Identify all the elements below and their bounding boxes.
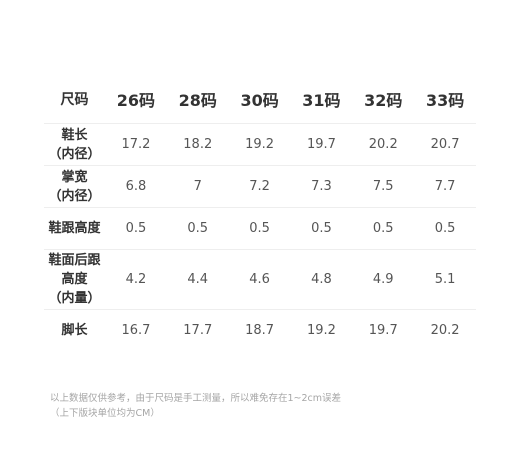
table-cell: 20.2 [352, 123, 415, 166]
table-cell: 17.2 [105, 123, 167, 166]
row-label-line: 掌宽 [61, 169, 88, 185]
row-label-line: （内径） [48, 146, 101, 162]
table-cell: 19.2 [228, 123, 291, 166]
table-cell: 0.5 [352, 207, 415, 250]
table-cell: 20.2 [430, 323, 460, 338]
table-cell: 7 [166, 165, 229, 208]
row-label-line: 鞋面后跟 [48, 253, 101, 268]
table-cell: 6.8 [105, 165, 167, 208]
table-cell: 0.5 [290, 207, 353, 250]
table-row-foot-length: 脚长 16.7 17.7 18.7 19.2 19.7 20.2 [44, 310, 476, 352]
table-cell: 0.5 [105, 207, 167, 250]
header-size-30: 30码 [228, 74, 291, 124]
table-cell: 4.9 [352, 249, 415, 310]
table-cell: 19.7 [290, 123, 353, 166]
table-cell: 4.4 [166, 249, 229, 310]
row-label-line: （内径） [48, 188, 101, 204]
row-label-line: 鞋长 [61, 127, 88, 143]
table-cell: 18.7 [245, 323, 275, 338]
footnote-unit-note: （上下版块单位均为CM） [50, 408, 160, 419]
table-row-palm-width: 掌宽 （内径） 6.8 7 7.2 7.3 7.5 7.7 [44, 165, 476, 208]
size-chart-table: 尺码 26码 28码 30码 31码 32码 33码 鞋长 （内径） 17.2 … [44, 74, 476, 351]
table-cell: 7.5 [352, 165, 415, 208]
row-label: 鞋跟高度 [44, 207, 106, 250]
table-cell: 19.2 [306, 323, 336, 338]
header-size-31: 31码 [290, 74, 353, 124]
footnote-disclaimer: 以上数据仅供参考，由于尺码是手工测量，所以难免存在1~2cm误差 [50, 393, 342, 404]
table-cell: 17.7 [183, 323, 213, 338]
row-label: 鞋面后跟 高度 （内量） [44, 249, 106, 310]
table-header-row: 尺码 26码 28码 30码 31码 32码 33码 [44, 74, 476, 124]
table-cell: 4.2 [105, 249, 167, 310]
header-size-28: 28码 [166, 74, 229, 124]
row-label-line: 鞋跟高度 [48, 221, 101, 236]
header-size-label: 尺码 [44, 74, 106, 124]
table-cell: 7.7 [414, 165, 476, 208]
table-cell: 0.5 [414, 207, 476, 250]
table-row-shoe-length: 鞋长 （内径） 17.2 18.2 19.2 19.7 20.2 20.7 [44, 123, 476, 166]
footnote: 以上数据仅供参考，由于尺码是手工测量，所以难免存在1~2cm误差 （上下版块单位… [50, 391, 341, 421]
header-size-32: 32码 [352, 74, 415, 124]
table-cell: 7.2 [228, 165, 291, 208]
table-cell: 0.5 [228, 207, 291, 250]
row-label: 鞋长 （内径） [44, 123, 106, 166]
table-cell: 16.7 [121, 323, 151, 338]
row-label-line: 脚长 [61, 323, 88, 338]
table-cell: 18.2 [166, 123, 229, 166]
table-cell: 5.1 [414, 249, 476, 310]
row-label-line: （内量） [48, 291, 101, 306]
table-cell: 4.8 [290, 249, 353, 310]
table-cell: 0.5 [166, 207, 229, 250]
table-cell: 20.7 [414, 123, 476, 166]
row-label-line: 高度 [61, 272, 88, 287]
table-row-upper-heel-height: 鞋面后跟 高度 （内量） 4.2 4.4 4.6 4.8 4.9 5.1 [44, 249, 476, 310]
row-label: 脚长 [44, 310, 105, 352]
table-cell: 4.6 [228, 249, 291, 310]
row-label: 掌宽 （内径） [44, 165, 106, 208]
table-row-heel-height: 鞋跟高度 0.5 0.5 0.5 0.5 0.5 0.5 [44, 207, 476, 250]
table-cell: 7.3 [290, 165, 353, 208]
table-cell: 19.7 [368, 323, 398, 338]
header-size-33: 33码 [414, 74, 476, 124]
header-size-26: 26码 [105, 74, 167, 124]
